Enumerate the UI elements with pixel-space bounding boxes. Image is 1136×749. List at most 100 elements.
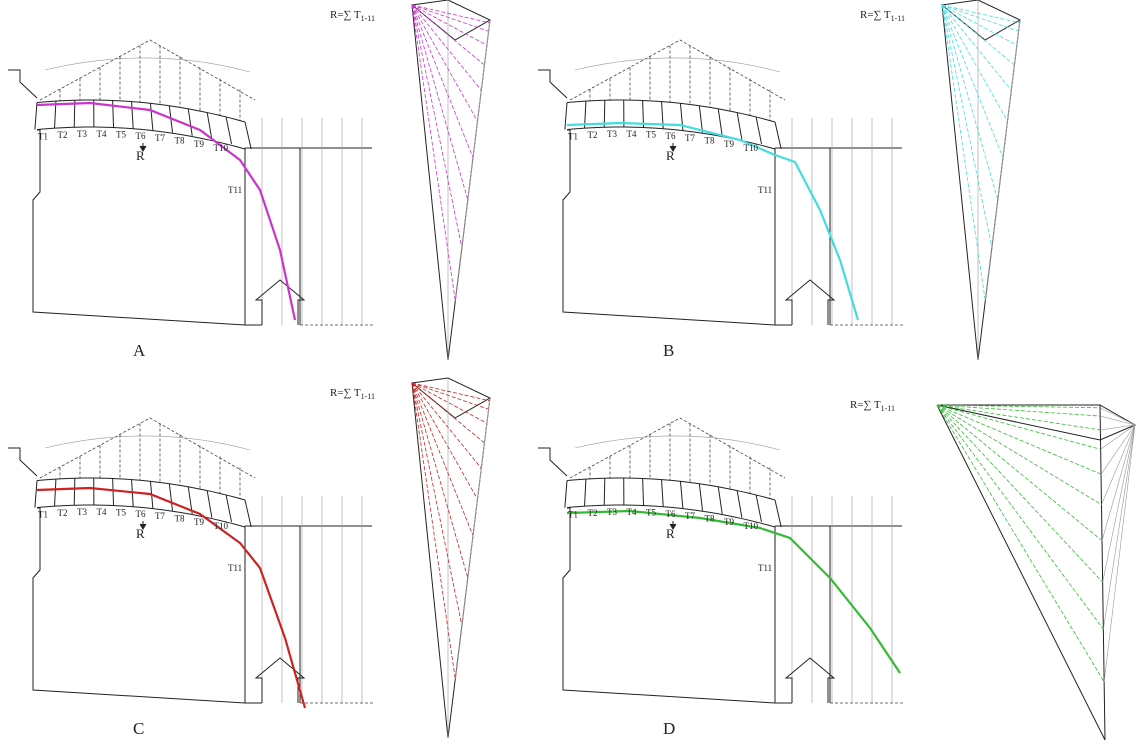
diagram: T1T2T3T4T5T6T7T8T9T10T11RAR=∑ T1-11T1T2T… — [0, 0, 1136, 749]
voussoir-joint — [680, 481, 682, 508]
segment-label: T3 — [77, 507, 87, 517]
segment-label: T9 — [724, 517, 734, 527]
segment-label: T8 — [705, 136, 715, 146]
force-ray-faint — [1100, 416, 1135, 425]
force-ray — [942, 5, 985, 301]
segment-label: T8 — [175, 514, 185, 524]
formula-sub: 1-11 — [361, 14, 375, 23]
buttress-arrow — [256, 280, 304, 325]
force-ray — [412, 383, 487, 423]
segment-label: T6 — [136, 509, 146, 519]
segment-label: T4 — [627, 129, 637, 139]
segment-label: T5 — [116, 130, 126, 140]
voussoir-joint — [226, 495, 231, 522]
force-left — [937, 405, 1105, 740]
formula-sub: 1-11 — [891, 14, 905, 23]
buttress-arrow — [786, 658, 834, 703]
voussoir-joint — [737, 113, 742, 140]
segment-label: T7 — [685, 511, 695, 521]
cornice — [8, 448, 37, 476]
segment-label: T5 — [646, 508, 656, 518]
force-ray — [412, 5, 468, 200]
voussoir-joint — [699, 484, 702, 511]
force-ray-faint — [1102, 425, 1135, 541]
voussoir-joint — [643, 478, 644, 505]
force-ray — [942, 5, 1019, 31]
force-ray — [937, 405, 1102, 541]
voussoir-joint — [718, 487, 722, 514]
voussoir-joint — [113, 100, 114, 127]
force-left — [412, 5, 448, 360]
voussoir-joint — [35, 103, 37, 130]
panel-label: B — [663, 341, 674, 360]
segment-label: T3 — [77, 129, 87, 139]
panel: T1T2T3T4T5T6T7T8T9T10T11RBR=∑ T1-11 — [538, 0, 1020, 360]
force-ray-faint — [1100, 408, 1135, 425]
segment-label: T9 — [724, 139, 734, 149]
voussoir-joint — [245, 122, 251, 149]
force-ray — [412, 5, 473, 158]
voussoir-joint — [245, 500, 251, 527]
segment-label: T7 — [685, 133, 695, 143]
segment-label: T6 — [136, 131, 146, 141]
force-left — [412, 383, 448, 738]
segment-label: T2 — [588, 508, 598, 518]
voussoir-joint — [756, 117, 761, 144]
segment-label: T3 — [607, 507, 617, 517]
force-ray — [937, 405, 1100, 430]
voussoir-joint — [585, 479, 586, 506]
formula-sub: 1-11 — [361, 392, 375, 401]
segment-label: T8 — [705, 514, 715, 524]
force-ray-faint — [985, 20, 1020, 301]
thrust-line — [37, 488, 305, 708]
segment-label: T5 — [116, 508, 126, 518]
roof-curve — [575, 58, 780, 72]
force-ray — [412, 5, 462, 248]
force-ray — [412, 5, 487, 45]
segment-label: T7 — [155, 511, 165, 521]
voussoir-joint — [565, 481, 567, 508]
force-ray — [412, 5, 489, 31]
right-pier — [775, 526, 792, 703]
voussoir-joint — [662, 480, 664, 507]
segment-label: T6 — [666, 131, 676, 141]
voussoir-joint — [756, 495, 761, 522]
segment-label: T4 — [97, 129, 107, 139]
segment-label: T5 — [646, 130, 656, 140]
formula-main: R=∑ T — [860, 9, 891, 21]
voussoir-joint — [604, 478, 605, 505]
roof — [570, 418, 785, 478]
voussoir-joint — [565, 103, 567, 130]
thrust-line — [37, 103, 295, 320]
force-ray — [412, 5, 455, 301]
panel: T1T2T3T4T5T6T7T8T9T10T11RDR=∑ T1-11 — [538, 399, 1135, 740]
voussoir-joint — [207, 491, 212, 518]
segment-label: T10 — [744, 521, 759, 531]
voussoir-joint — [699, 106, 702, 133]
formula-main: R=∑ T — [330, 9, 361, 21]
force-ray — [412, 383, 462, 626]
segment-label: T11 — [758, 563, 772, 573]
force-ray-faint — [1103, 425, 1135, 629]
roof-curve — [575, 436, 780, 450]
cornice — [538, 448, 567, 476]
force-ray — [937, 405, 1104, 682]
voussoir-joint — [188, 109, 192, 136]
segment-label: T6 — [666, 509, 676, 519]
segment-label: T9 — [194, 517, 204, 527]
segment-label: T11 — [228, 563, 242, 573]
segment-label: T10 — [744, 143, 759, 153]
segment-label: T10 — [214, 521, 229, 531]
roof-curve — [45, 436, 250, 450]
formula: R=∑ T1-11 — [850, 399, 895, 413]
segment-label: T4 — [97, 507, 107, 517]
segment-label: T2 — [588, 130, 598, 140]
arch-extrados — [567, 100, 775, 122]
buttress-arrow — [786, 280, 834, 325]
roof — [570, 40, 785, 100]
segment-label: T1 — [38, 131, 48, 141]
panel-label: D — [663, 719, 675, 738]
right-pier — [775, 148, 792, 325]
